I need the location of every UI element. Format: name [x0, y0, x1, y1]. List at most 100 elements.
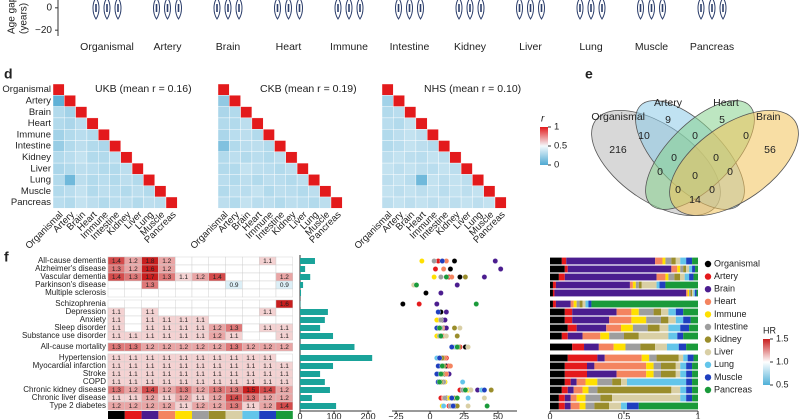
organ-strip	[158, 411, 176, 419]
stacked-segment	[675, 316, 684, 324]
corr-cell	[296, 196, 309, 209]
venn-count: 0	[692, 170, 698, 182]
corr-cell	[404, 151, 417, 164]
legend-label: Pancreas	[714, 384, 753, 394]
corr-cell	[240, 117, 253, 130]
hr-cell-bg	[225, 256, 243, 266]
corr-cell	[64, 196, 76, 209]
stacked-segment	[686, 265, 690, 273]
stacked-segment	[647, 324, 660, 332]
hr-cell-label: 1.1	[129, 333, 138, 340]
corr-cell	[285, 196, 298, 209]
hr-cell-label: 1.1	[179, 333, 188, 340]
dot	[447, 363, 454, 369]
colorbar-tick-label: 1	[554, 122, 559, 133]
x-tick-label: 0	[297, 411, 302, 419]
disease-label: Stroke	[83, 369, 107, 378]
corr-cell	[404, 185, 417, 198]
corr-cell	[120, 151, 133, 164]
corr-cell	[381, 83, 394, 96]
venn-count: 0	[692, 130, 698, 142]
dot	[468, 387, 474, 393]
corr-cell	[415, 117, 428, 130]
hr-cell-label: 1.1	[145, 355, 154, 362]
dot	[419, 258, 425, 264]
hr-cell-label: 1.1	[112, 371, 121, 378]
stacked-segment	[552, 289, 555, 297]
disease-label: Myocardial infarction	[33, 361, 106, 370]
legend-label: Intestine	[714, 321, 748, 331]
legend-marker	[704, 260, 712, 268]
hr-cell-bg	[107, 288, 125, 298]
hr-cell-bg	[225, 299, 243, 309]
stacked-segment	[570, 300, 574, 308]
hr-cell-label: 1.1	[112, 363, 121, 370]
dot	[443, 274, 450, 280]
corr-cell	[86, 140, 99, 153]
corr-cell	[217, 151, 230, 164]
row-label: Muscle	[21, 186, 51, 197]
x-tick-label: Heart	[276, 41, 302, 53]
corr-cell	[393, 95, 405, 107]
corr-cell	[308, 185, 320, 198]
x-tick-label: 0.5	[618, 411, 631, 419]
stacked-segment	[561, 386, 568, 394]
corr-cell	[415, 128, 428, 141]
corr-cell	[97, 196, 110, 209]
colorbar-title: HR	[763, 325, 776, 335]
dot	[450, 403, 456, 409]
organ-strip	[242, 411, 260, 419]
bar	[300, 379, 325, 385]
dot	[438, 290, 444, 296]
corr-cell	[64, 106, 76, 119]
hr-cell-label: 1.5	[246, 387, 255, 394]
stacked-segment	[692, 257, 698, 265]
stacked-segment	[591, 300, 698, 308]
disease-label: All-cause dementia	[38, 256, 107, 265]
hr-cell-bg	[275, 307, 293, 317]
hr-cell-label: 1.1	[179, 325, 188, 332]
hr-cell-bg	[191, 256, 209, 266]
bar	[300, 395, 312, 401]
stacked-segment	[570, 378, 577, 386]
stacked-segment	[550, 308, 565, 316]
hr-cell-label: 1.1	[145, 379, 154, 386]
stacked-segment	[695, 289, 697, 297]
stacked-segment	[655, 343, 667, 351]
venn-set-label: Organismal	[591, 111, 645, 123]
corr-cell	[251, 162, 264, 175]
stacked-segment	[683, 316, 691, 324]
corr-cell	[240, 140, 253, 153]
stacked-segment	[665, 257, 672, 265]
corr-cell	[415, 140, 428, 153]
stacked-segment	[597, 378, 613, 386]
stacked-segment	[653, 370, 661, 378]
hr-cell-bg	[275, 315, 293, 325]
x-tick-label: Kidney	[454, 41, 487, 53]
corr-cell	[52, 151, 65, 164]
hr-cell-label: 1.1	[263, 355, 272, 362]
stacked-segment	[686, 362, 693, 370]
stacked-segment	[646, 362, 654, 370]
x-tick-label: 200	[361, 411, 376, 419]
dot	[400, 301, 406, 307]
legend-marker	[704, 298, 712, 305]
dot	[438, 274, 444, 280]
corr-cell	[52, 140, 65, 153]
corr-cell	[86, 174, 99, 186]
hr-cell-label: 1.1	[129, 371, 138, 378]
corr-cell	[427, 140, 439, 153]
stacked-segment	[684, 273, 690, 281]
stacked-segment	[594, 362, 647, 370]
stacked-segment	[632, 324, 648, 332]
stacked-segment	[550, 343, 573, 351]
hr-cell-label: 1.1	[196, 395, 205, 402]
hr-cell-bg	[208, 256, 226, 266]
hr-cell-label: 1.2	[129, 387, 138, 394]
stacked-segment	[558, 402, 565, 410]
corr-cell	[240, 128, 253, 141]
corr-cell	[483, 196, 496, 209]
hr-cell-label: 1.1	[229, 355, 238, 362]
hr-cell-bg	[174, 299, 193, 309]
colorbar-tick-label: 0.5	[776, 379, 789, 389]
